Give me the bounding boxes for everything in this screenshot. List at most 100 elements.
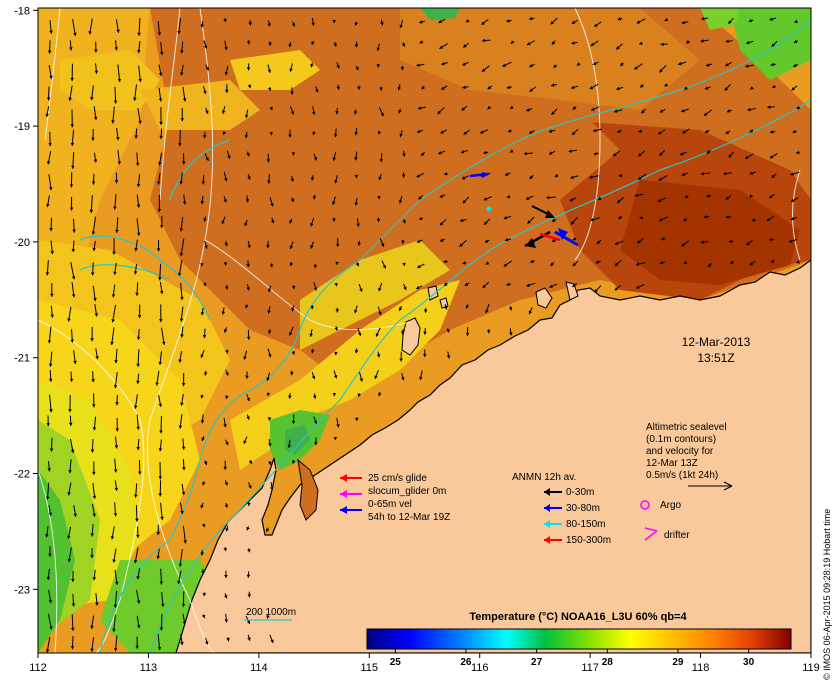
velocity-arrow (113, 458, 118, 473)
latitude-ticks: -18 -19 -20 -21 -22 -23 (14, 5, 38, 596)
velocity-arrow (769, 130, 776, 134)
velocity-arrow (525, 195, 534, 200)
velocity-arrow (48, 131, 52, 147)
velocity-arrow (115, 417, 120, 432)
velocity-arrow (270, 482, 274, 491)
velocity-arrow (377, 195, 381, 200)
velocity-arrow (509, 328, 513, 336)
velocity-arrow (771, 40, 778, 48)
velocity-arrow (159, 128, 163, 139)
velocity-arrow (134, 483, 138, 498)
velocity-arrow (71, 614, 75, 631)
velocity-arrow (661, 237, 666, 241)
velocity-arrow (247, 84, 252, 89)
svg-text:Temperature (°C) NOAA16_L3U 60: Temperature (°C) NOAA16_L3U 60% qb=4 (469, 611, 687, 623)
velocity-arrow (681, 108, 689, 113)
velocity-arrow (71, 593, 76, 607)
velocity-arrow (439, 238, 445, 242)
velocity-arrow (91, 216, 96, 235)
velocity-arrow (792, 63, 799, 68)
velocity-arrow (634, 63, 643, 70)
velocity-arrow (247, 548, 251, 553)
velocity-arrow (47, 326, 52, 344)
velocity-arrow (200, 195, 205, 205)
velocity-arrow (379, 237, 385, 247)
velocity-arrow (158, 394, 163, 407)
velocity-arrow (159, 216, 164, 229)
velocity-arrow (402, 219, 406, 224)
velocity-arrow (310, 174, 315, 181)
velocity-arrow (247, 482, 252, 489)
velocity-arrow (459, 218, 467, 223)
velocity-arrow (267, 173, 271, 184)
velocity-arrow (572, 106, 577, 111)
velocity-arrow (686, 40, 690, 44)
velocity-arrow (354, 151, 358, 161)
velocity-arrow (333, 437, 338, 441)
velocity-arrow (354, 197, 359, 206)
svg-text:80-150m: 80-150m (566, 519, 605, 530)
velocity-arrow (700, 240, 709, 244)
velocity-arrow (135, 505, 139, 522)
velocity-arrow (504, 172, 511, 176)
velocity-arrow (355, 262, 360, 267)
velocity-arrow (267, 348, 272, 358)
velocity-arrow (381, 260, 387, 269)
velocity-arrow (769, 237, 775, 242)
velocity-arrow (202, 86, 207, 95)
velocity-arrow (67, 482, 72, 496)
velocity-arrow (289, 63, 293, 72)
velocity-arrow (312, 393, 317, 399)
velocity-arrow (156, 239, 161, 252)
velocity-arrow (91, 128, 95, 141)
velocity-arrow (443, 282, 448, 287)
velocity-arrow (311, 372, 316, 380)
velocity-arrow (335, 238, 340, 247)
time-label: 13:51Z (697, 351, 734, 365)
velocity-arrow (113, 372, 118, 389)
velocity-arrow (529, 63, 535, 68)
velocity-arrow (47, 461, 51, 472)
velocity-arrow (614, 260, 622, 267)
velocity-arrow (112, 614, 116, 632)
velocity-arrow (792, 129, 797, 134)
velocity-arrow (246, 329, 251, 340)
velocity-arrow (551, 218, 557, 223)
velocity-arrow (90, 615, 95, 629)
velocity-arrow (157, 634, 162, 651)
velocity-arrow (247, 591, 252, 598)
velocity-arrow (771, 84, 776, 89)
velocity-arrow (375, 327, 381, 337)
colorbar-tick-label: 28 (602, 657, 614, 668)
velocity-arrow (681, 240, 690, 247)
velocity-arrow (794, 19, 798, 24)
velocity-arrow (420, 151, 426, 157)
velocity-arrow (204, 240, 208, 249)
velocity-arrow (312, 194, 317, 200)
velocity-arrow (635, 261, 646, 266)
velocity-arrow (69, 371, 74, 382)
velocity-arrow (159, 613, 164, 631)
velocity-arrow (136, 218, 141, 236)
velocity-arrow (636, 18, 646, 24)
argo-legend: Argo (640, 500, 682, 511)
velocity-arrow (725, 130, 731, 135)
velocity-arrow (246, 284, 250, 291)
velocity-arrow (379, 86, 383, 91)
velocity-arrow (707, 262, 713, 268)
svg-text:slocum_glider 0m: slocum_glider 0m (368, 486, 446, 497)
velocity-arrow (69, 40, 73, 51)
velocity-arrow (313, 263, 318, 269)
velocity-arrow (700, 39, 709, 43)
velocity-arrow (479, 129, 489, 134)
velocity-arrow (358, 283, 363, 292)
velocity-arrow (684, 194, 689, 199)
velocity-arrow (267, 20, 271, 27)
velocity-arrow (750, 86, 754, 90)
velocity-arrow (378, 282, 383, 292)
velocity-arrow (136, 329, 141, 340)
velocity-arrow (223, 18, 227, 23)
velocity-arrow (291, 459, 296, 464)
velocity-arrow (48, 174, 53, 191)
